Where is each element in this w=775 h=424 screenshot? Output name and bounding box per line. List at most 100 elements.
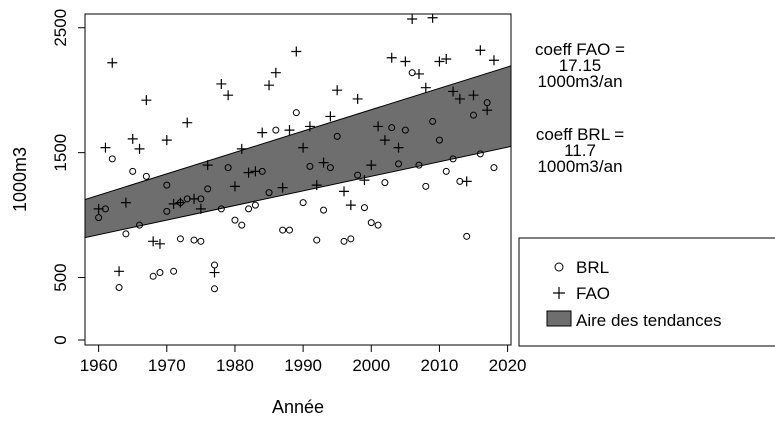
point-fao [468,90,479,101]
point-brl [176,235,184,243]
point-fao [379,135,390,146]
point-fao [134,143,145,154]
point-brl [245,205,253,213]
point-fao [154,238,165,249]
point-fao [100,142,111,153]
point-fao [148,236,159,247]
point-fao [482,105,493,116]
legend-marker-area [546,310,572,327]
point-fao [434,56,445,67]
point-fao [454,93,465,104]
point-brl [476,150,484,158]
point-brl [224,164,232,172]
coeff-annotation-line: 1000m3/an [537,157,622,176]
point-brl [231,216,239,224]
point-fao [373,121,384,132]
point-fao [114,266,125,277]
coeff-annotation-line: 11.7 [564,141,596,160]
point-brl [429,117,437,125]
point-brl [238,221,246,229]
point-brl [211,285,219,293]
point-fao [189,193,200,204]
point-brl [306,162,314,170]
point-fao [107,57,118,68]
point-fao [175,197,186,208]
legend-marker-circle [554,262,564,272]
point-brl [211,261,219,269]
point-brl [347,235,355,243]
point-brl [320,206,328,214]
point-brl [136,221,144,229]
point-fao [318,157,329,168]
point-fao [223,90,234,101]
point-fao [407,14,418,24]
point-brl [163,181,171,189]
point-fao [393,142,404,153]
point-brl [333,132,341,140]
plot-frame [84,13,512,346]
point-brl [285,226,293,234]
point-fao [400,56,411,67]
axes: 1960 1970 1980 1990 2000 2010 2020 0 500 1500 2500… [10,9,527,417]
plot-inner [85,14,511,293]
point-fao [161,135,172,146]
point-brl [292,109,300,117]
coeff-annotation-line: coeff BRL = [536,125,624,144]
point-fao [141,95,152,106]
point-brl [449,155,457,163]
point-brl [340,237,348,245]
point-fao [277,182,288,193]
point-brl [251,201,259,209]
point-fao [352,93,363,104]
x-tick-label: 1970 [148,356,186,375]
point-brl [163,207,171,215]
point-fao [182,117,193,128]
point-brl [217,205,225,213]
point-fao [359,175,370,186]
point-fao [448,86,459,97]
point-fao [195,203,206,214]
point-brl [95,214,103,222]
point-brl [415,161,423,169]
legend-label: Aire des tendances [576,311,722,330]
y-tick-label: 1500 [51,134,70,172]
point-fao [366,160,377,171]
point-fao [168,198,179,209]
point-fao [345,200,356,211]
point-brl [190,236,198,244]
point-brl [149,272,157,280]
x-axis-title: Année [272,397,324,417]
point-fao [257,127,268,138]
point-brl [142,172,150,180]
point-brl [435,136,443,144]
point-fao [202,160,213,171]
point-fao [284,125,295,136]
legend: BRL FAO Aire des tendances [518,237,775,347]
coeff-annotation-line: coeff FAO = [535,40,625,59]
point-brl [354,171,362,179]
point-brl [463,232,471,240]
point-brl [299,199,307,207]
point-fao [291,46,302,57]
point-brl [442,167,450,175]
point-brl [470,111,478,119]
x-tick-label: 2020 [489,356,527,375]
point-fao [475,45,486,56]
x-tick-label: 2010 [421,356,459,375]
legend-label: BRL [576,258,609,277]
point-brl [170,267,178,275]
point-brl [360,204,368,212]
point-fao [311,180,322,191]
point-brl [401,126,409,134]
point-fao [127,133,138,144]
point-brl [156,269,164,277]
point-brl [272,126,280,134]
point-fao [332,85,343,96]
point-brl [129,167,137,175]
point-brl [374,221,382,229]
point-fao [93,203,104,214]
y-tick-label: 500 [51,263,70,291]
point-brl [313,236,321,244]
